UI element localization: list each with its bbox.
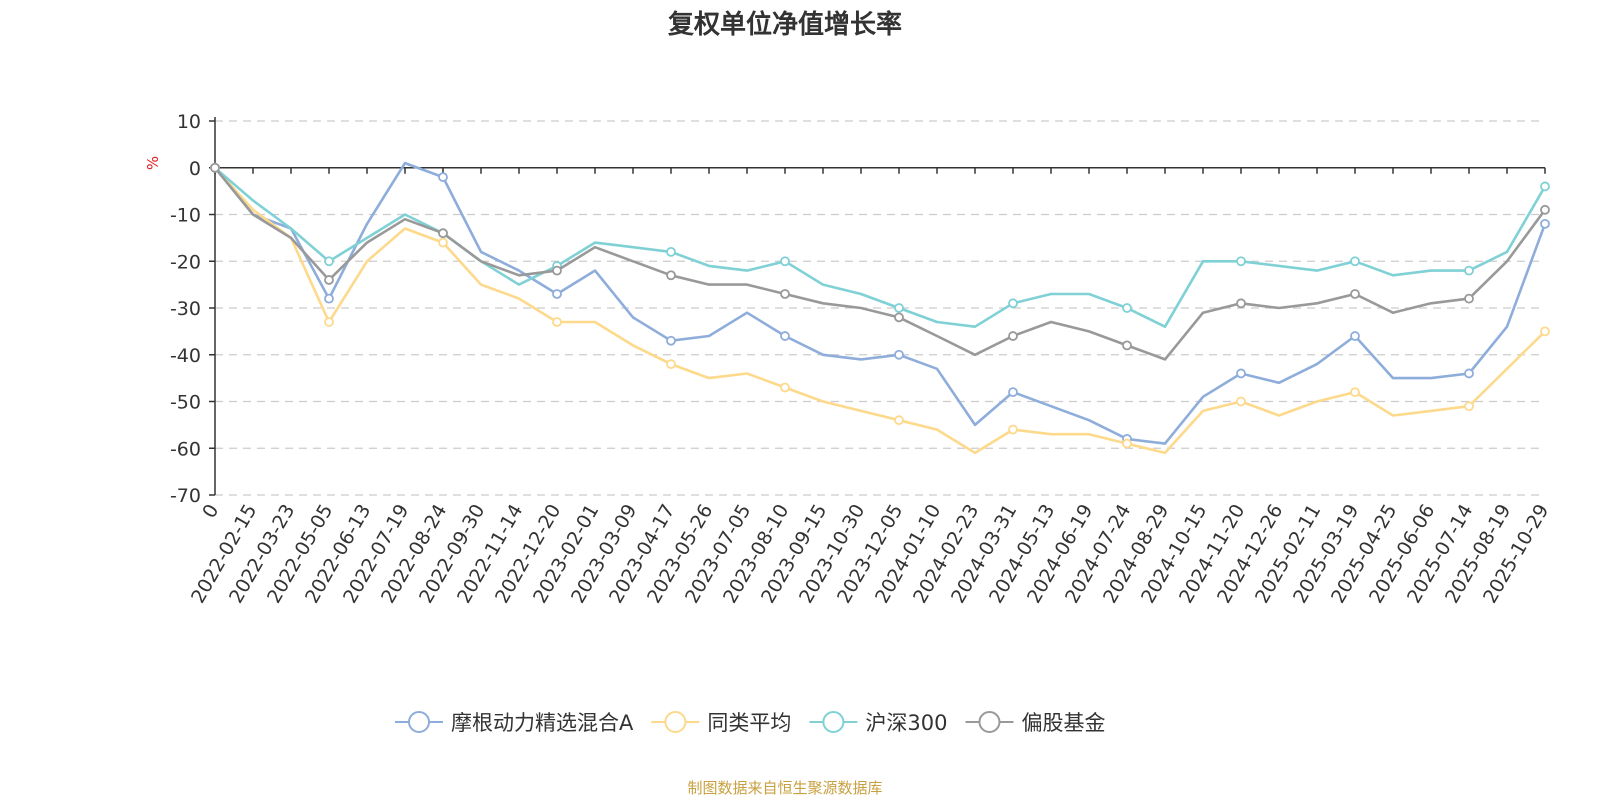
series-group (210, 161, 1550, 445)
legend-label: 摩根动力精选混合A (451, 711, 634, 735)
data-point (1350, 289, 1360, 299)
data-point (438, 237, 448, 248)
data-point (1464, 401, 1474, 412)
data-point (1008, 298, 1018, 309)
y-tick-label: -40 (170, 345, 201, 367)
data-point (894, 349, 904, 360)
data-point (1122, 303, 1132, 313)
series-line (213, 166, 1547, 361)
data-point (1464, 293, 1474, 304)
y-tick-label: -50 (170, 392, 201, 414)
series-group (210, 162, 1550, 329)
legend-item[interactable]: 沪深300 (809, 711, 947, 735)
data-point (780, 256, 790, 267)
data-point (1350, 256, 1360, 267)
data-point (324, 317, 334, 327)
data-point (1008, 387, 1018, 398)
legend-marker-icon (822, 711, 845, 733)
data-point (552, 317, 562, 327)
y-tick-label: 10 (177, 111, 201, 133)
y-axis-unit-label: % (144, 156, 162, 170)
legend-marker-icon (408, 711, 430, 733)
legend-item[interactable]: 偏股基金 (965, 711, 1105, 735)
data-point (324, 293, 334, 304)
data-point (1236, 396, 1246, 407)
x-axis: 02022-02-152022-03-232022-05-052022-06-1… (187, 117, 1553, 607)
data-point (666, 246, 676, 257)
legend-item[interactable]: 同类平均 (651, 711, 791, 735)
grid-lines (215, 120, 1545, 496)
legend-label: 同类平均 (707, 711, 791, 735)
data-point (1350, 387, 1360, 398)
data-point (1122, 438, 1132, 449)
series-group (210, 162, 1550, 361)
data-point (210, 162, 220, 173)
legend-marker-icon (978, 711, 1001, 733)
data-point (780, 331, 790, 341)
data-point (666, 335, 676, 346)
y-axis-ticks: 10 0 -10 -20 -30 -40 -50 -60 -70 (170, 111, 215, 507)
y-tick-label: -10 (170, 205, 201, 227)
data-point (780, 289, 790, 299)
legend[interactable]: 摩根动力精选混合A 同类平均 沪深300 偏股基金 (395, 711, 1105, 735)
series-group (210, 162, 1550, 455)
series-line (214, 166, 1546, 455)
y-tick-label: -20 (170, 251, 201, 273)
legend-label: 沪深300 (865, 711, 947, 735)
data-point (324, 256, 334, 267)
data-point (666, 359, 676, 370)
data-point (894, 415, 904, 426)
data-point (552, 289, 562, 299)
legend-label: 偏股基金 (1021, 711, 1105, 735)
source-credit: 制图数据来自恒生聚源数据库 (687, 779, 882, 797)
chart-title: 复权单位净值增长率 (668, 9, 902, 40)
data-point (1008, 424, 1018, 435)
data-point (552, 265, 562, 276)
data-point (1540, 326, 1550, 337)
y-tick-label: 0 (189, 158, 201, 180)
x-tick-label: 0 (198, 501, 223, 522)
data-point (324, 275, 334, 285)
legend-item[interactable]: 摩根动力精选混合A (395, 711, 634, 735)
data-point (894, 303, 904, 313)
data-point (438, 172, 448, 183)
data-point (1540, 181, 1550, 192)
data-point (780, 382, 790, 393)
data-point (1008, 331, 1018, 341)
series-line (214, 166, 1547, 329)
data-point (894, 312, 904, 323)
y-tick-label: -60 (170, 438, 201, 460)
data-point (438, 228, 448, 239)
data-point (1350, 331, 1360, 341)
data-point (1464, 368, 1474, 379)
data-point (1236, 298, 1246, 309)
data-point (1236, 368, 1246, 379)
series-lines (210, 161, 1550, 455)
data-point (1122, 340, 1132, 351)
series-line (213, 161, 1547, 445)
data-point (1540, 204, 1550, 215)
data-point (1464, 265, 1474, 276)
y-tick-label: -70 (170, 485, 201, 507)
y-tick-label: -30 (170, 298, 201, 320)
data-point (666, 270, 676, 281)
legend-marker-icon (664, 711, 687, 733)
data-point (1540, 218, 1550, 229)
data-point (1236, 256, 1246, 267)
